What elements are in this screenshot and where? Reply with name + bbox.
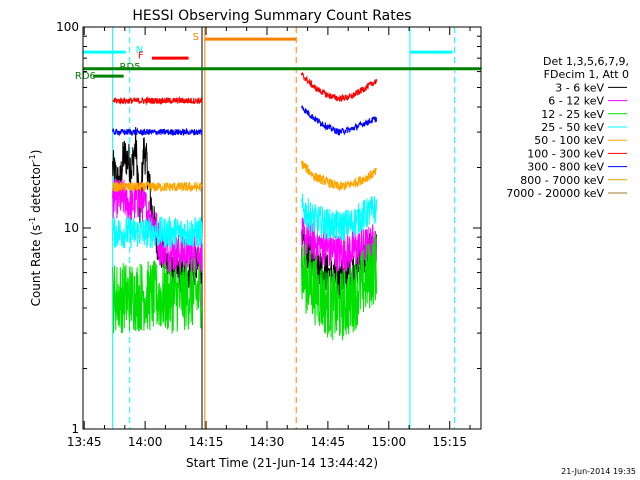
chart-title: HESSI Observing Summary Count Rates: [132, 8, 411, 24]
series-line: [112, 216, 203, 249]
x-tick-label: 14:45: [311, 435, 346, 449]
timestamp: 21-Jun-2014 19:35: [561, 467, 636, 476]
state-flags: NF S RD5 RD6: [75, 32, 481, 82]
legend-entry-label: 50 - 100 keV: [534, 134, 604, 147]
legend-title: Det 1,3,5,6,7,9,: [543, 55, 629, 68]
y-tick-label: 1: [71, 422, 79, 436]
data-series: [112, 72, 377, 341]
y-axis-ticks: 1 10 100: [56, 20, 481, 436]
x-tick-label: 13:45: [67, 435, 102, 449]
x-axis-label: Start Time (21-Jun-14 13:44:42): [186, 456, 378, 470]
x-tick-label: 14:15: [189, 435, 224, 449]
series-line: [301, 72, 377, 102]
series-line: [301, 234, 377, 341]
y-axis-label: Count Rate (s-1 detector-1): [28, 150, 43, 307]
legend-entry-label: 300 - 800 keV: [527, 161, 604, 174]
series-line: [112, 127, 203, 137]
x-axis-ticks: 13:45 14:00 14:15 14:30 14:45 15:00 15:15: [67, 27, 471, 449]
flag-label: RD6: [75, 71, 96, 82]
series-line: [112, 95, 203, 106]
series-line: [112, 257, 203, 334]
x-tick-label: 15:15: [432, 435, 467, 449]
flag-label: RD5: [120, 62, 141, 73]
series-line: [301, 160, 377, 191]
series-line: [301, 105, 377, 136]
y-tick-label: 10: [64, 221, 79, 235]
series-line: [112, 180, 203, 193]
y-tick-label: 100: [56, 20, 79, 34]
series-line: [301, 193, 377, 241]
x-tick-label: 14:30: [250, 435, 285, 449]
legend-entry-label: 3 - 6 keV: [555, 81, 604, 94]
legend-entry-label: 800 - 7000 keV: [520, 174, 604, 187]
x-tick-label: 15:00: [372, 435, 407, 449]
legend-entry-label: 6 - 12 keV: [548, 95, 604, 108]
legend-entry-label: 25 - 50 keV: [541, 121, 604, 134]
legend-entry-label: 100 - 300 keV: [527, 147, 604, 160]
flag-label: N: [136, 45, 143, 56]
x-tick-label: 14:00: [128, 435, 163, 449]
legend-entry-label: 7000 - 20000 keV: [506, 187, 604, 200]
legend: Det 1,3,5,6,7,9,FDecim 1, Att 03 - 6 keV…: [506, 55, 629, 200]
legend-entry-label: 12 - 25 keV: [541, 108, 604, 121]
flag-label: F: [138, 50, 144, 61]
flag-label: S: [193, 32, 199, 43]
legend-title: FDecim 1, Att 0: [544, 68, 629, 81]
